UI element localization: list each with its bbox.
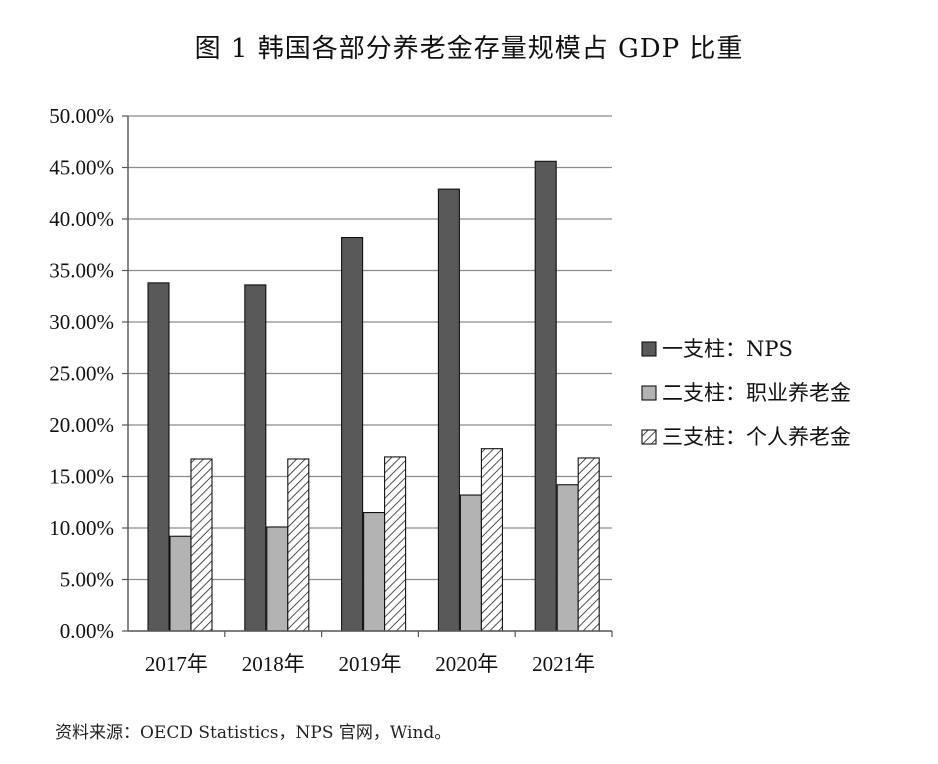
y-tick-label: 10.00% (49, 516, 114, 540)
legend-label-2: 二支柱：职业养老金 (662, 381, 851, 405)
bar-1-4 (437, 188, 460, 632)
y-tick-label: 40.00% (49, 207, 114, 231)
bar-1-3 (341, 236, 364, 632)
bar-2-4 (459, 494, 482, 632)
y-tick-label: 30.00% (49, 310, 114, 334)
bar-1-2 (244, 284, 267, 632)
y-tick-label: 45.00% (49, 156, 114, 180)
y-tick-label: 15.00% (49, 465, 114, 489)
bars (147, 160, 600, 632)
x-tick-label: 2021年 (532, 652, 595, 676)
legend-swatch-3 (641, 429, 657, 445)
bar-2-5 (556, 484, 579, 632)
y-tick-label: 25.00% (49, 362, 114, 386)
bar-2-1 (169, 535, 192, 632)
x-tick-label: 2019年 (339, 652, 402, 676)
y-tick-label: 50.00% (49, 104, 114, 128)
bar-2-2 (266, 526, 289, 632)
legend-swatch-2 (641, 385, 657, 401)
bar-3-2 (287, 458, 310, 632)
x-tick-label: 2020年 (435, 652, 498, 676)
bar-1-1 (147, 282, 170, 632)
y-tick-label: 20.00% (49, 413, 114, 437)
bar-1-5 (534, 160, 557, 632)
y-axis-tick-labels: 0.00% 5.00% 10.00% 15.00% 20.00% 25.00% 30.00%… (49, 104, 114, 643)
x-tick-label: 2018年 (242, 652, 305, 676)
bar-2-3 (363, 511, 386, 632)
bar-3-4 (480, 448, 503, 632)
legend-label-1: 一支柱：NPS (662, 337, 793, 361)
x-tick-label: 2017年 (145, 652, 208, 676)
x-axis-tick-labels: 2017年 2018年 2019年 2020年 2021年 (145, 652, 595, 676)
y-tick-label: 5.00% (60, 568, 114, 592)
legend-label-3: 三支柱：个人养老金 (662, 425, 851, 449)
legend-swatch-1 (641, 341, 657, 357)
y-tick-label: 35.00% (49, 259, 114, 283)
y-tick-label: 0.00% (60, 619, 114, 643)
bar-3-3 (384, 456, 407, 632)
bar-3-1 (190, 458, 213, 632)
source-note: 资料来源：OECD Statistics，NPS 官网，Wind。 (55, 723, 452, 743)
chart-title: 图 1 韩国各部分养老金存量规模占 GDP 比重 (194, 34, 744, 64)
axes (122, 115, 613, 637)
bar-3-5 (577, 457, 600, 632)
